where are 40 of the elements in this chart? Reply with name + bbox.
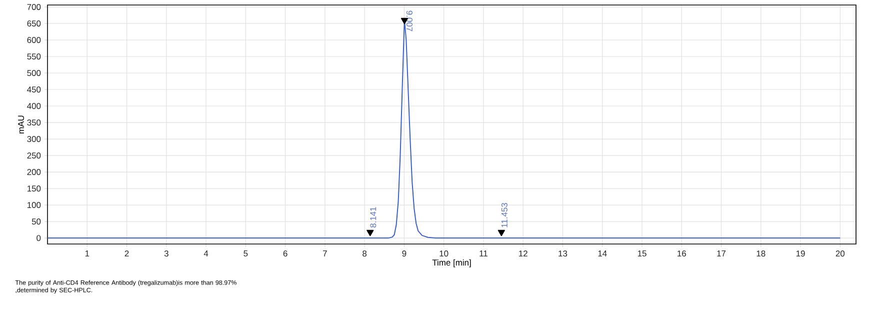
x-tick-label: 2 xyxy=(124,250,129,256)
x-tick-label: 1 xyxy=(85,250,90,256)
y-axis-title: mAU xyxy=(18,116,24,134)
y-tick-label: 150 xyxy=(27,186,41,192)
x-tick-label: 19 xyxy=(796,250,805,257)
y-tick-label: 300 xyxy=(27,136,41,142)
x-tick-label: 14 xyxy=(598,250,607,256)
x-tick-label: 9 xyxy=(402,250,406,257)
x-axis-title: Time [min] xyxy=(432,259,471,268)
y-tick-label: 50 xyxy=(32,218,41,225)
y-tick-label: 600 xyxy=(27,37,41,43)
x-tick-label: 6 xyxy=(283,250,288,257)
annotation: 8.141 xyxy=(370,207,376,228)
annotation: 11.453 xyxy=(501,202,508,228)
x-tick-label: 15 xyxy=(638,250,646,256)
y-tick-label: 0 xyxy=(36,235,41,242)
annotation: 9.007 xyxy=(406,10,412,32)
y-tick-label: 350 xyxy=(27,120,41,126)
x-tick-label: 7 xyxy=(323,250,327,256)
y-tick-label: 550 xyxy=(27,54,41,60)
y-tick-label: 650 xyxy=(27,20,41,26)
x-tick-label: 17 xyxy=(717,250,726,256)
x-tick-label: 3 xyxy=(164,250,168,257)
x-tick-label: 8 xyxy=(362,250,367,257)
x-tick-label: 10 xyxy=(440,250,448,257)
x-tick-label: 20 xyxy=(836,250,845,257)
y-tick-label: 700 xyxy=(27,4,41,10)
x-tick-label: 12 xyxy=(519,250,528,256)
y-tick-label: 450 xyxy=(27,86,41,92)
y-tick-label: 400 xyxy=(27,103,41,110)
x-tick-label: 4 xyxy=(204,250,208,256)
y-tick-label: 100 xyxy=(27,202,41,208)
x-tick-label: 18 xyxy=(756,250,766,257)
x-tick-label: 13 xyxy=(558,250,568,257)
x-tick-label: 16 xyxy=(678,250,686,257)
y-tick-label: 200 xyxy=(27,169,41,176)
y-tick-label: 250 xyxy=(27,152,41,159)
x-tick-label: 11 xyxy=(480,250,488,256)
y-tick-label: 500 xyxy=(27,70,41,76)
x-tick-label: 5 xyxy=(244,250,248,256)
